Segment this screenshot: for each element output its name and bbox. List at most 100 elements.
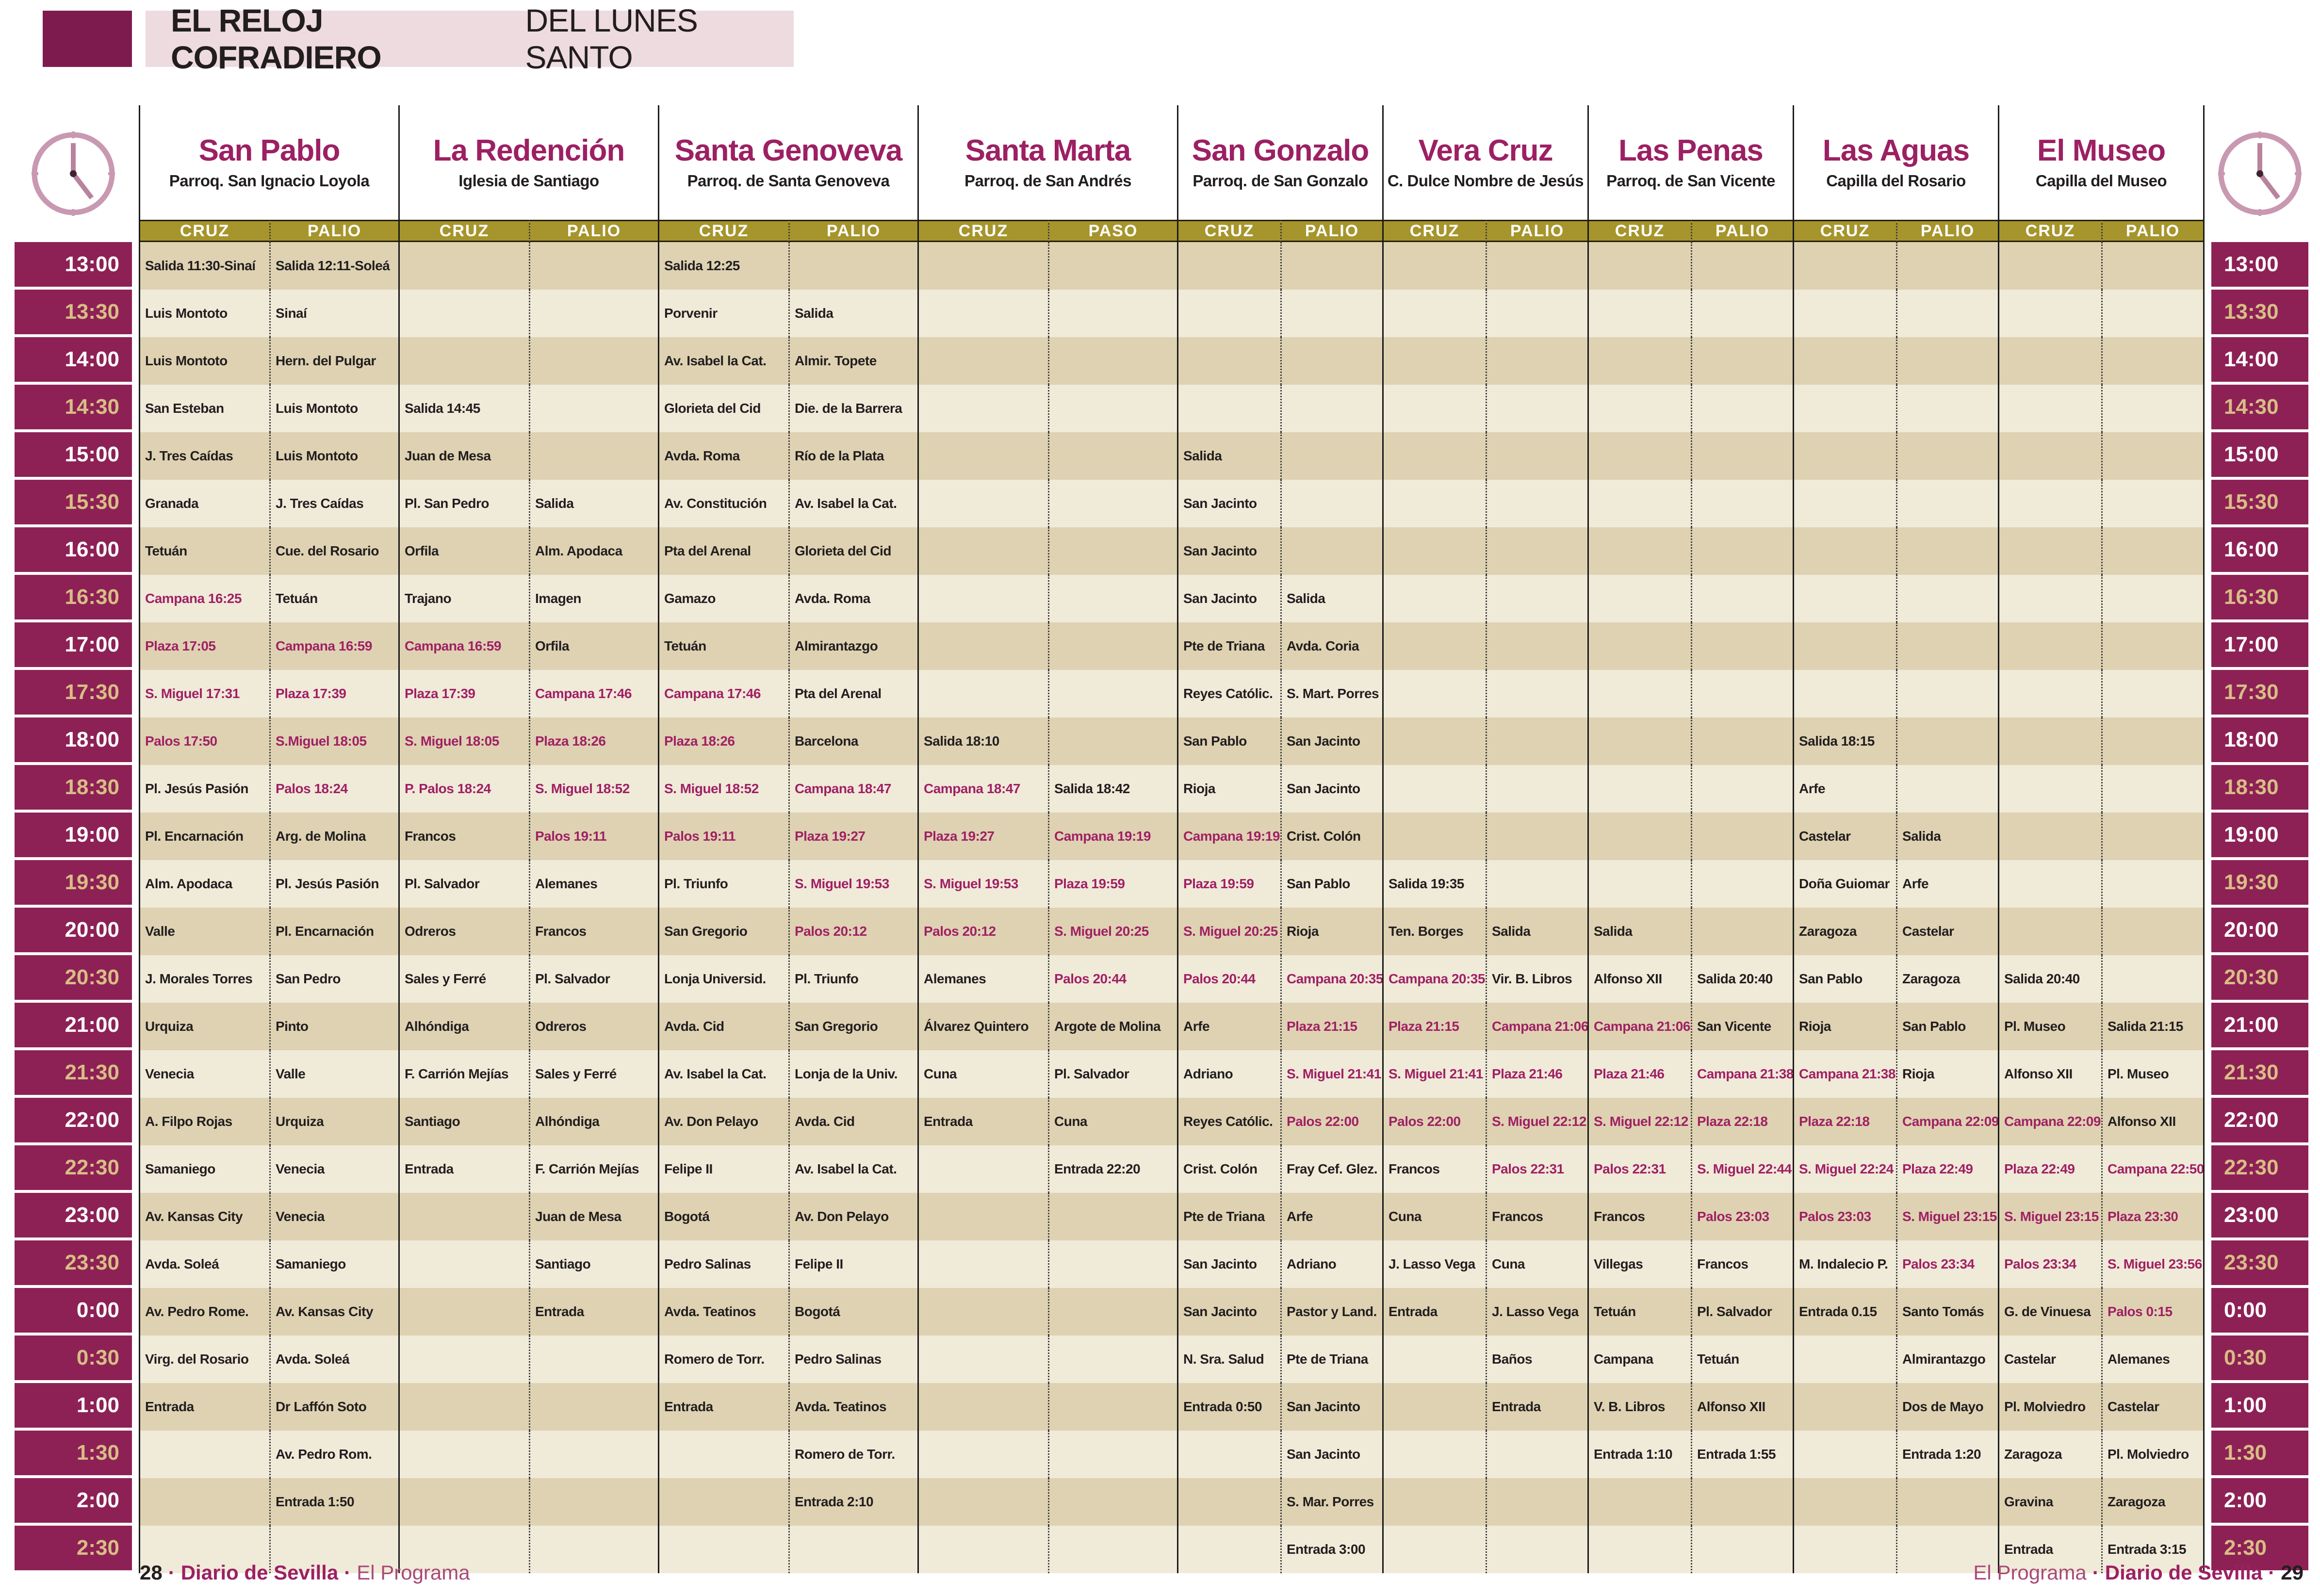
- column-header-cruz: CRUZ: [919, 220, 1048, 242]
- schedule-cell: San Jacinto: [1280, 717, 1382, 765]
- schedule-cell: [529, 385, 658, 432]
- time-cell: 22:00: [2211, 1098, 2308, 1145]
- schedule-cell: J. Tres Caídas: [140, 432, 269, 480]
- schedule-cell: [1048, 432, 1177, 480]
- schedule-cell: G. de Vinuesa: [1999, 1288, 2101, 1335]
- schedule-cell: [1486, 813, 1587, 860]
- time-cell: 20:30: [2211, 955, 2308, 1003]
- schedule-cell: S. Miguel 21:41: [1280, 1050, 1382, 1098]
- schedule-cell: [1691, 575, 1793, 622]
- schedule-cell: Entrada: [529, 1288, 658, 1335]
- brotherhood-header: Vera Cruz C. Dulce Nombre de Jesús: [1384, 105, 1587, 220]
- schedule-cell: [2101, 670, 2203, 717]
- schedule-cell: [1048, 1526, 1177, 1573]
- column-header-cruz: CRUZ: [1999, 220, 2101, 242]
- schedule-cell: Plaza 19:59: [1048, 860, 1177, 908]
- schedule-cell: Campana 16:59: [269, 622, 398, 670]
- time-cell: 16:30: [2211, 575, 2308, 622]
- schedule-cell: Barcelona: [788, 717, 917, 765]
- schedule-cell: [919, 1431, 1048, 1478]
- schedule-cell: Porvenir: [659, 290, 788, 337]
- schedule-cell: Campana 16:25: [140, 575, 269, 622]
- schedule-cell: Arg. de Molina: [269, 813, 398, 860]
- schedule-groups: San Pablo Parroq. San Ignacio Loyola CRUZ P…: [139, 105, 2205, 1573]
- time-cell: 15:00: [2211, 432, 2308, 480]
- schedule-cell: [1999, 622, 2101, 670]
- schedule-cell: [1589, 480, 1691, 527]
- footer-separator: ·: [2092, 1561, 2099, 1584]
- schedule-cell: [2101, 955, 2203, 1003]
- time-cell: 20:00: [2211, 908, 2308, 955]
- brotherhood-parish: Iglesia de Santiago: [458, 171, 599, 190]
- schedule-cell: Lonja Universid.: [659, 955, 788, 1003]
- schedule-cell: [1691, 765, 1793, 813]
- schedule-cell: Palos 23:34: [1896, 1240, 1998, 1288]
- schedule-cell: Alfonso XII: [2101, 1098, 2203, 1145]
- schedule-cell: Campana 16:59: [400, 622, 529, 670]
- schedule-cell: S. Miguel 23:15: [1896, 1193, 1998, 1240]
- schedule-cell: [788, 1526, 917, 1573]
- schedule-cell: [1048, 1383, 1177, 1431]
- time-cell: 1:00: [2211, 1383, 2308, 1431]
- schedule-cell: [1794, 242, 1896, 290]
- schedule-cell: Castelar: [2101, 1383, 2203, 1431]
- schedule-cell: Plaza 19:27: [788, 813, 917, 860]
- schedule-cell: [529, 1526, 658, 1573]
- schedule-cell: Campana 18:47: [919, 765, 1048, 813]
- brotherhood-parish: Parroq. de San Gonzalo: [1193, 171, 1368, 190]
- schedule-cell: Entrada: [1384, 1288, 1486, 1335]
- schedule-cell: [140, 1478, 269, 1526]
- time-cell: 13:30: [15, 290, 132, 337]
- schedule-cell: Av. Kansas City: [140, 1193, 269, 1240]
- time-cell: 20:30: [15, 955, 132, 1003]
- page-number-left: 28: [140, 1561, 163, 1584]
- schedule-cell: [2101, 242, 2203, 290]
- schedule-cell: Avda. Coria: [1280, 622, 1382, 670]
- schedule-cell: [1048, 717, 1177, 765]
- schedule-cell: [1691, 385, 1793, 432]
- schedule-cell: Tetuán: [1589, 1288, 1691, 1335]
- schedule-cell: Salida 12:25: [659, 242, 788, 290]
- schedule-cell: [1048, 622, 1177, 670]
- schedule-cell: N. Sra. Salud: [1178, 1335, 1280, 1383]
- schedule-cell: [1384, 1335, 1486, 1383]
- schedule-cell: Pl. Museo: [1999, 1003, 2101, 1050]
- schedule-cell: Salida 18:42: [1048, 765, 1177, 813]
- schedule-cell: Romero de Torr.: [788, 1431, 917, 1478]
- schedule-cell: [2101, 290, 2203, 337]
- schedule-cell: [1384, 813, 1486, 860]
- schedule-cell: San Jacinto: [1178, 527, 1280, 575]
- schedule-cell: Entrada 3:00: [1280, 1526, 1382, 1573]
- schedule-cell: S. Miguel 17:31: [140, 670, 269, 717]
- time-cell: 0:30: [2211, 1335, 2308, 1383]
- footer-separator: ·: [2268, 1561, 2275, 1584]
- schedule-cell: San Pedro: [269, 955, 398, 1003]
- schedule-cell: Orfila: [400, 527, 529, 575]
- page-title-bold: EL RELOJ COFRADIERO: [171, 2, 382, 75]
- time-cell: 15:30: [15, 480, 132, 527]
- time-cell: 23:30: [15, 1240, 132, 1288]
- schedule-cell: Alm. Apodaca: [529, 527, 658, 575]
- brotherhood-group: Santa Marta Parroq. de San Andrés CRUZ PASO…: [917, 105, 1177, 1573]
- schedule-cell: Pl. Salvador: [1048, 1050, 1177, 1098]
- schedule-cell: [1589, 242, 1691, 290]
- schedule-cell: [919, 290, 1048, 337]
- schedule-cell: Campana 19:19: [1178, 813, 1280, 860]
- schedule-cell: [1589, 1478, 1691, 1526]
- schedule-cell: Palos 0:15: [2101, 1288, 2203, 1335]
- column-header-palio: PALIO: [788, 220, 917, 242]
- schedule-cell: Juan de Mesa: [529, 1193, 658, 1240]
- schedule-cell: Salida 11:30-Sinaí: [140, 242, 269, 290]
- schedule-cell: [1896, 670, 1998, 717]
- schedule-cell: Almirantazgo: [1896, 1335, 1998, 1383]
- schedule-cell: Crist. Colón: [1280, 813, 1382, 860]
- schedule-cell: Arfe: [1280, 1193, 1382, 1240]
- time-column-right: 13:00 13:30 14:00 14:30 15:00 15:30 16:00 16:30…: [2211, 105, 2308, 1573]
- column-header-palio: PALIO: [1486, 220, 1587, 242]
- schedule-cell: [1896, 242, 1998, 290]
- schedule-cell: [1486, 717, 1587, 765]
- column-header-cruz: CRUZ: [1384, 220, 1486, 242]
- time-cell: 15:30: [2211, 480, 2308, 527]
- schedule-cell: [1691, 527, 1793, 575]
- schedule-cell: [1384, 290, 1486, 337]
